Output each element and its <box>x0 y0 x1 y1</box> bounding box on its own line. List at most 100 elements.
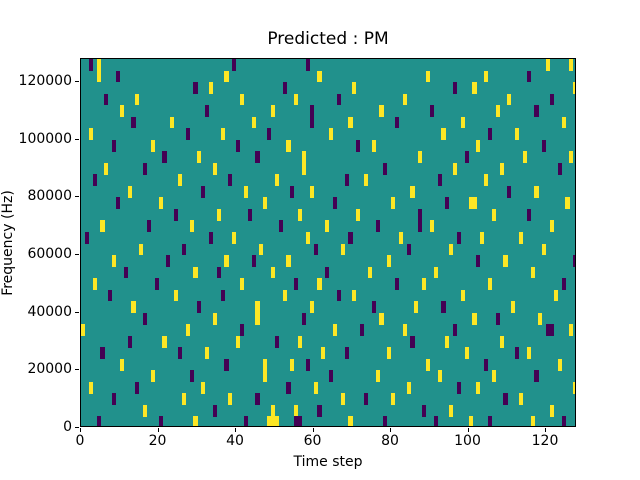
heatmap-cell <box>239 93 245 106</box>
heatmap-cell <box>305 231 310 244</box>
x-tick-mark <box>467 428 469 432</box>
heatmap-cell <box>329 370 334 383</box>
heatmap-cell <box>561 116 566 129</box>
heatmap-cell <box>150 370 155 383</box>
heatmap-cell <box>115 197 121 210</box>
heatmap-cell <box>375 220 380 233</box>
plot-area <box>80 58 576 427</box>
heatmap-cell <box>472 82 477 94</box>
heatmap-cell <box>267 128 272 141</box>
heatmap-cell <box>228 393 233 406</box>
heatmap-cell <box>391 197 396 210</box>
heatmap-cell <box>429 220 434 233</box>
heatmap-cell <box>569 59 574 71</box>
heatmap-cell <box>503 393 508 406</box>
heatmap-cell <box>259 243 264 256</box>
heatmap-cell <box>154 278 159 290</box>
heatmap-cell <box>526 208 531 221</box>
heatmap-cell <box>143 404 148 417</box>
heatmap-cell <box>88 59 93 71</box>
x-tick-mark <box>157 428 159 432</box>
heatmap-cell <box>522 151 527 164</box>
heatmap-cell <box>553 289 558 302</box>
heatmap-cell <box>573 255 575 267</box>
heatmap-cell <box>282 82 287 94</box>
heatmap-cell <box>294 416 299 426</box>
y-tick-label: 120000 <box>18 73 72 90</box>
heatmap-cell <box>534 105 539 117</box>
x-tick-mark <box>312 428 314 432</box>
heatmap-cell <box>135 381 140 394</box>
heatmap-cell <box>348 116 353 129</box>
heatmap-cell <box>228 174 233 187</box>
heatmap-cell <box>274 174 279 187</box>
heatmap-cell <box>88 381 93 394</box>
heatmap-cell <box>449 243 454 256</box>
x-tick-mark <box>390 428 391 432</box>
heatmap-cell <box>375 370 380 383</box>
x-tick-label: 0 <box>75 433 85 449</box>
heatmap-cell <box>263 197 268 210</box>
heatmap-cell <box>569 324 574 337</box>
heatmap-cell <box>286 255 291 267</box>
heatmap-cell <box>216 208 221 221</box>
heatmap-cell <box>112 255 117 267</box>
heatmap-cell <box>313 381 318 394</box>
heatmap-cell <box>208 82 214 94</box>
heatmap-cell <box>166 255 171 267</box>
heatmap-cell <box>236 335 241 348</box>
heatmap-cell <box>503 255 508 267</box>
heatmap-cell <box>123 266 128 279</box>
heatmap-cell <box>309 185 314 198</box>
heatmap-cell <box>394 116 400 129</box>
heatmap-cell <box>526 347 531 360</box>
heatmap-cell <box>484 174 489 187</box>
heatmap-cell <box>108 289 113 302</box>
heatmap-cell <box>181 243 186 256</box>
heatmap-cell <box>499 335 504 348</box>
heatmap-cell <box>294 278 299 290</box>
heatmap-cell <box>294 93 299 106</box>
heatmap-cell <box>344 174 349 187</box>
heatmap-cell <box>410 185 415 198</box>
heatmap-cell <box>573 82 575 94</box>
y-tick-mark <box>75 369 79 371</box>
heatmap-cell <box>139 243 144 256</box>
heatmap-cell <box>185 324 190 337</box>
heatmap-cell <box>162 151 167 164</box>
heatmap-cell <box>491 370 496 383</box>
heatmap-cell <box>418 220 423 233</box>
heatmap-cell <box>104 93 109 106</box>
heatmap-cell <box>131 116 136 129</box>
heatmap-cell <box>371 301 376 313</box>
y-tick-label: 100000 <box>18 130 72 147</box>
heatmap-cell <box>348 231 353 244</box>
heatmap-cell <box>363 393 369 406</box>
heatmap-cell <box>352 289 357 302</box>
heatmap-cell <box>344 347 349 360</box>
y-tick-mark <box>75 138 79 140</box>
heatmap-cell <box>549 93 555 106</box>
heatmap-cell <box>356 208 361 221</box>
heatmap-cell <box>340 243 345 256</box>
heatmap-cell <box>546 59 551 71</box>
heatmap-cell <box>561 416 566 426</box>
heatmap-cell <box>383 162 388 175</box>
y-tick-label: 0 <box>63 419 72 435</box>
heatmap-cell <box>212 312 217 325</box>
heatmap-cell <box>131 301 136 313</box>
heatmap-cell <box>387 255 392 267</box>
y-tick-label: 40000 <box>27 303 72 320</box>
heatmap-cell <box>239 278 245 290</box>
heatmap-cell <box>278 220 283 233</box>
heatmap-cell <box>472 312 477 325</box>
y-tick-label: 20000 <box>27 361 72 378</box>
heatmap-cell <box>542 139 547 152</box>
heatmap-cell <box>220 289 225 302</box>
x-tick-mark <box>545 428 546 432</box>
heatmap-cell <box>185 128 190 141</box>
heatmap-cell <box>356 139 361 152</box>
heatmap-cell <box>135 93 140 106</box>
heatmap-cell <box>340 393 345 406</box>
heatmap-cell <box>243 185 248 198</box>
